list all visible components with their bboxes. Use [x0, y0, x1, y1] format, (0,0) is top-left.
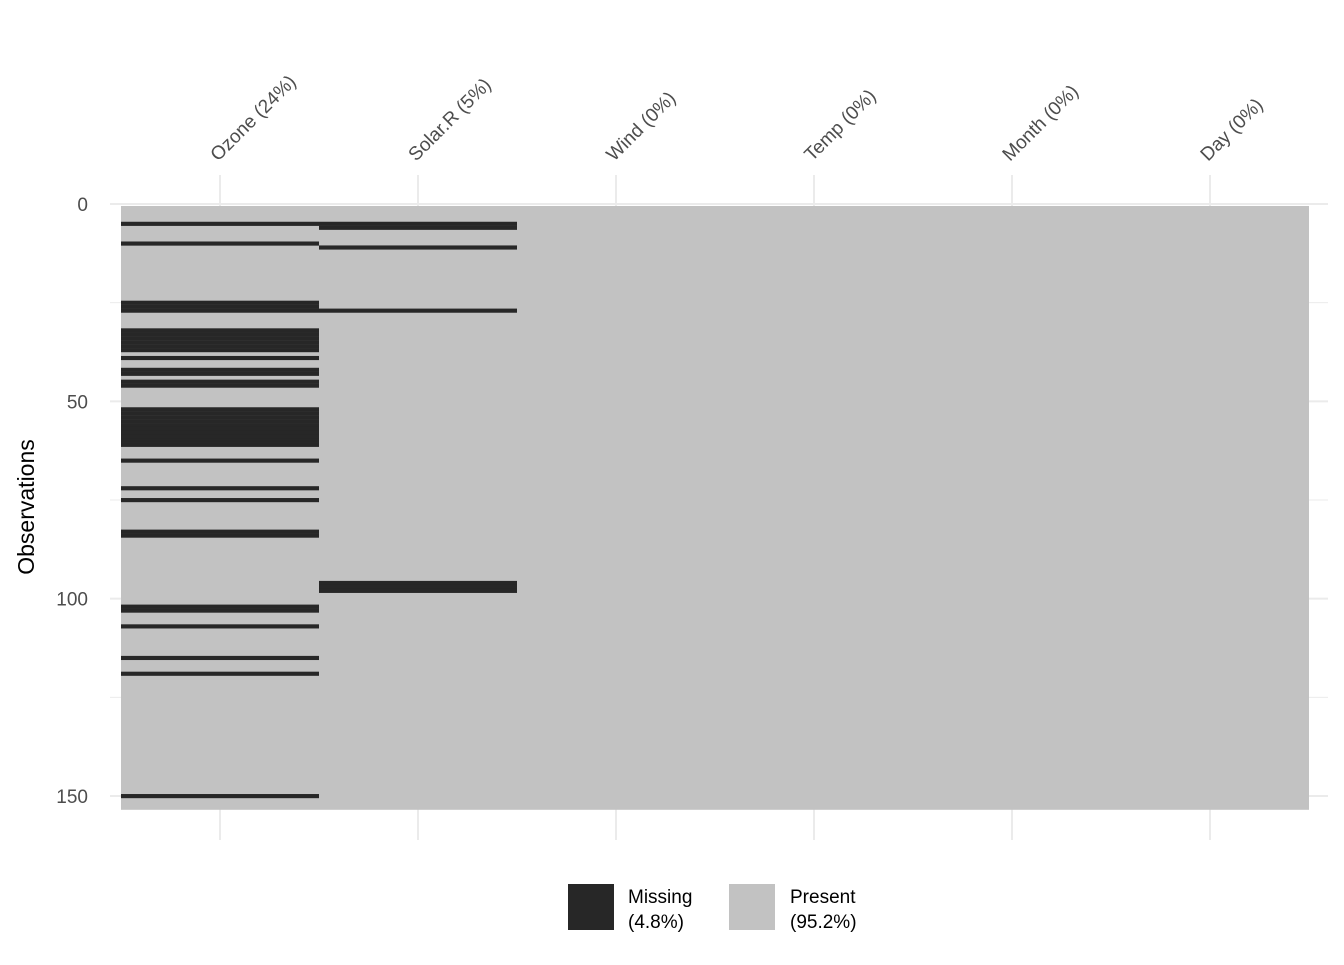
missing-cell [121, 383, 319, 388]
x-tick-label: Day (0%) [1197, 95, 1268, 166]
y-tick-label: 50 [67, 392, 88, 413]
x-tick-label: Month (0%) [999, 81, 1083, 165]
missing-cell [121, 604, 319, 609]
cells [121, 205, 1309, 810]
missing-cell [319, 245, 517, 250]
missing-cell [121, 655, 319, 661]
x-tick-label: Solar.R (5%) [405, 75, 496, 166]
column-present-5 [1111, 205, 1309, 810]
missing-cell [121, 438, 319, 443]
column-present-1 [319, 205, 517, 810]
column-present-4 [913, 205, 1111, 810]
missing-cell [121, 458, 319, 463]
y-axis-label: Observations [13, 439, 39, 575]
x-tick-label: Ozone (24%) [207, 72, 301, 166]
missing-cell [121, 671, 319, 676]
missing-cell [121, 486, 319, 491]
missing-cell [319, 580, 517, 586]
missing-cell [121, 442, 319, 447]
missing-cell [121, 221, 319, 226]
y-tick-label: 100 [56, 590, 88, 611]
legend-swatch-present [729, 884, 775, 930]
x-tick-label: Wind (0%) [603, 88, 681, 166]
legend: Missing (4.8%) Present (95.2%) [568, 884, 857, 933]
missing-cell [121, 430, 319, 436]
missing-cell [319, 308, 517, 313]
missing-cell [121, 355, 319, 361]
missing-cell [121, 300, 319, 305]
y-tick-label: 150 [56, 787, 88, 808]
x-tick-labels: Ozone (24%) Solar.R (5%) Wind (0%) Temp (0%… [207, 72, 1268, 166]
missing-cell [121, 407, 319, 412]
missing-cell [121, 308, 319, 313]
missing-cell [121, 367, 319, 372]
missing-cell [121, 426, 319, 432]
missing-cell [319, 221, 517, 226]
legend-swatch-missing [568, 884, 614, 930]
missing-cell [121, 348, 319, 353]
legend-pct-missing: (4.8%) [628, 912, 684, 933]
missing-cell [121, 794, 319, 799]
legend-label-missing: Missing [628, 887, 692, 908]
missing-cell [319, 584, 517, 589]
missing-cell [121, 328, 319, 333]
missing-cell [121, 332, 319, 337]
y-tick-label: 0 [77, 195, 88, 216]
missing-cell [121, 304, 319, 309]
missing-cell [121, 608, 319, 613]
missing-cell [121, 415, 319, 420]
missing-cell [121, 340, 319, 345]
missing-cell [121, 411, 319, 416]
column-present-2 [517, 205, 715, 810]
legend-pct-present: (95.2%) [790, 912, 857, 933]
missing-cell [121, 498, 319, 503]
missing-cell [121, 419, 319, 424]
x-tick-label: Temp (0%) [801, 86, 881, 166]
missing-cell [121, 336, 319, 341]
missing-cell [121, 423, 319, 428]
y-tick-labels: 0 50 100 150 [56, 195, 88, 808]
missing-cell [121, 624, 319, 629]
column-present-0 [121, 205, 319, 810]
missing-cell [121, 533, 319, 538]
missing-cell [121, 529, 319, 534]
missing-cell [319, 225, 517, 230]
legend-label-present: Present [790, 887, 856, 908]
missing-cell [121, 344, 319, 349]
missing-cell [121, 434, 319, 440]
missing-cell [319, 588, 517, 593]
missing-cell [121, 379, 319, 384]
missing-cell [121, 371, 319, 376]
column-present-3 [715, 205, 913, 810]
missing-cell [121, 241, 319, 246]
